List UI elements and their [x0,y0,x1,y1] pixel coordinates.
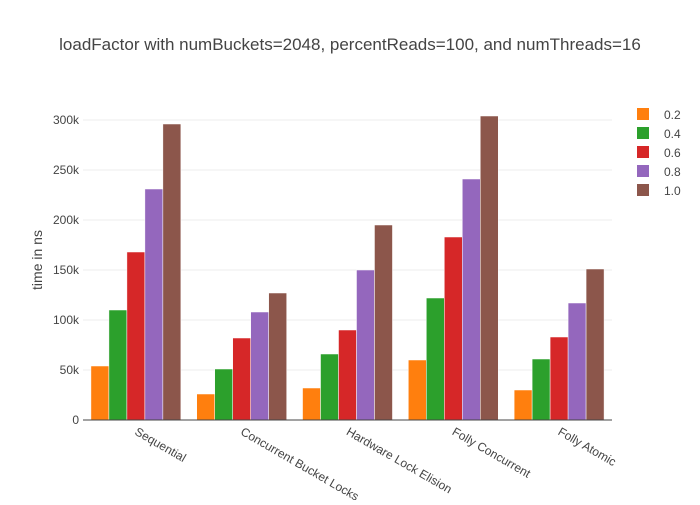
bar[interactable] [567,302,587,421]
x-tick-label: Folly Atomic [556,424,619,468]
legend-label[interactable]: 0.2 [664,108,681,122]
bar[interactable] [162,123,182,421]
bar[interactable] [144,188,164,421]
x-tick-label: Sequential [132,424,188,464]
legend-swatch[interactable] [637,184,649,196]
bar[interactable] [232,337,251,421]
legend-item[interactable]: 1.0 [637,184,681,198]
bar[interactable] [320,353,339,421]
y-tick-label: 150k [53,263,80,277]
legend-swatch[interactable] [637,165,649,177]
bar[interactable] [108,309,128,421]
bar[interactable] [531,358,551,421]
y-tick-label: 300k [53,113,80,127]
legend-label[interactable]: 0.4 [664,127,681,141]
chart-title: loadFactor with numBuckets=2048, percent… [59,35,641,54]
bar[interactable] [302,387,321,421]
y-tick-label: 100k [53,313,80,327]
bar[interactable] [549,336,569,421]
bar[interactable] [462,178,481,421]
x-tick-label: Folly Concurrent [450,424,534,480]
legend-item[interactable]: 0.6 [637,146,681,160]
bar[interactable] [356,269,375,421]
legend-swatch[interactable] [637,127,649,139]
bar[interactable] [480,115,499,421]
y-tick-label: 250k [53,163,80,177]
bar[interactable] [90,365,110,421]
legend-item[interactable]: 0.2 [637,108,681,122]
bar[interactable] [250,311,269,421]
legend-swatch[interactable] [637,146,649,158]
bars [90,115,605,421]
bar[interactable] [408,359,427,421]
x-tick-label: Hardware Lock Elision [344,424,454,496]
y-tick-label: 200k [53,213,80,227]
bar[interactable] [426,297,445,421]
bar[interactable] [268,292,287,421]
bar[interactable] [585,268,605,421]
bar[interactable] [513,389,533,421]
bar[interactable] [126,251,146,421]
legend-item[interactable]: 0.8 [637,165,681,179]
legend-item[interactable]: 0.4 [637,127,681,141]
legend-label[interactable]: 0.6 [664,146,681,160]
y-tick-label: 0 [72,413,79,427]
bar[interactable] [338,329,357,421]
y-tick-label: 50k [60,363,80,377]
y-axis-title: time in ns [29,230,45,290]
x-tick-label: Concurrent Bucket Locks [238,424,361,500]
legend-label[interactable]: 1.0 [664,184,681,198]
bar[interactable] [374,224,393,421]
bar[interactable] [214,368,233,421]
legend[interactable]: 0.2 0.4 0.6 0.8 1.0 [637,108,681,198]
legend-swatch[interactable] [637,108,649,120]
legend-label[interactable]: 0.8 [664,165,681,179]
bar[interactable] [196,393,215,421]
bar[interactable] [444,236,463,421]
